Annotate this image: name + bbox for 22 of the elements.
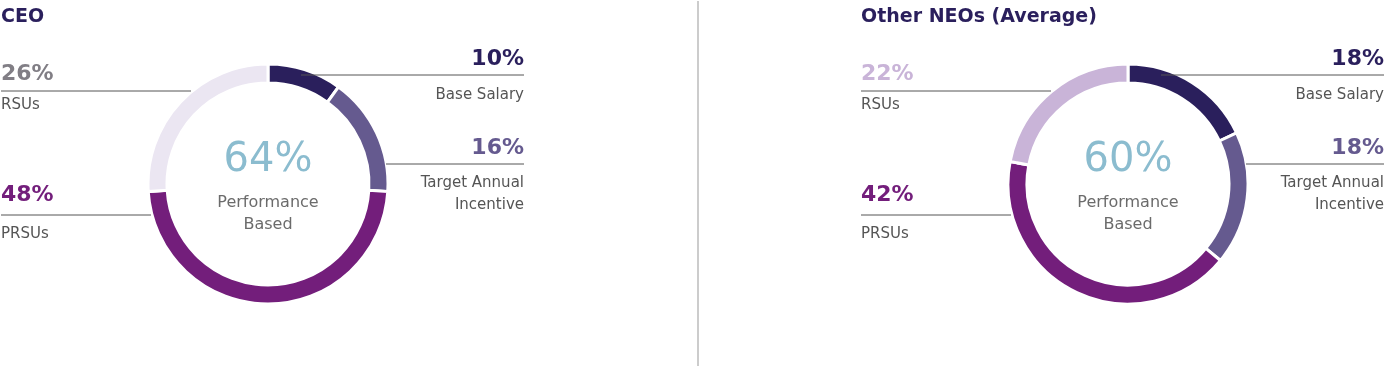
data-label: 18%: [1331, 45, 1384, 70]
data-label: 26%: [1, 60, 54, 85]
data-label: 16%: [471, 134, 524, 159]
text: Performance Based: [217, 192, 319, 233]
slice-label: RSUs: [861, 95, 900, 113]
text: 64%: [223, 134, 313, 180]
slice-label: RSUs: [1, 95, 40, 113]
data-label: 18%: [1331, 134, 1384, 159]
chart-title: Other NEOs (Average): [861, 4, 1097, 26]
data-label: 10%: [471, 45, 524, 70]
text: 60%: [1083, 134, 1173, 180]
chart-title: CEO: [1, 4, 45, 26]
text: Performance Based: [1077, 192, 1179, 233]
slice-label: Target Annual Incentive: [419, 173, 524, 213]
slice-label: Base Salary: [435, 85, 525, 103]
data-label: 42%: [861, 181, 914, 206]
slice-label: PRSUs: [861, 224, 909, 242]
data-label: 48%: [1, 181, 54, 206]
slice-label: Base Salary: [1295, 85, 1384, 103]
slice-label: PRSUs: [1, 224, 49, 242]
data-label: 22%: [861, 60, 914, 85]
slice-label: Target Annual Incentive: [1279, 173, 1384, 213]
